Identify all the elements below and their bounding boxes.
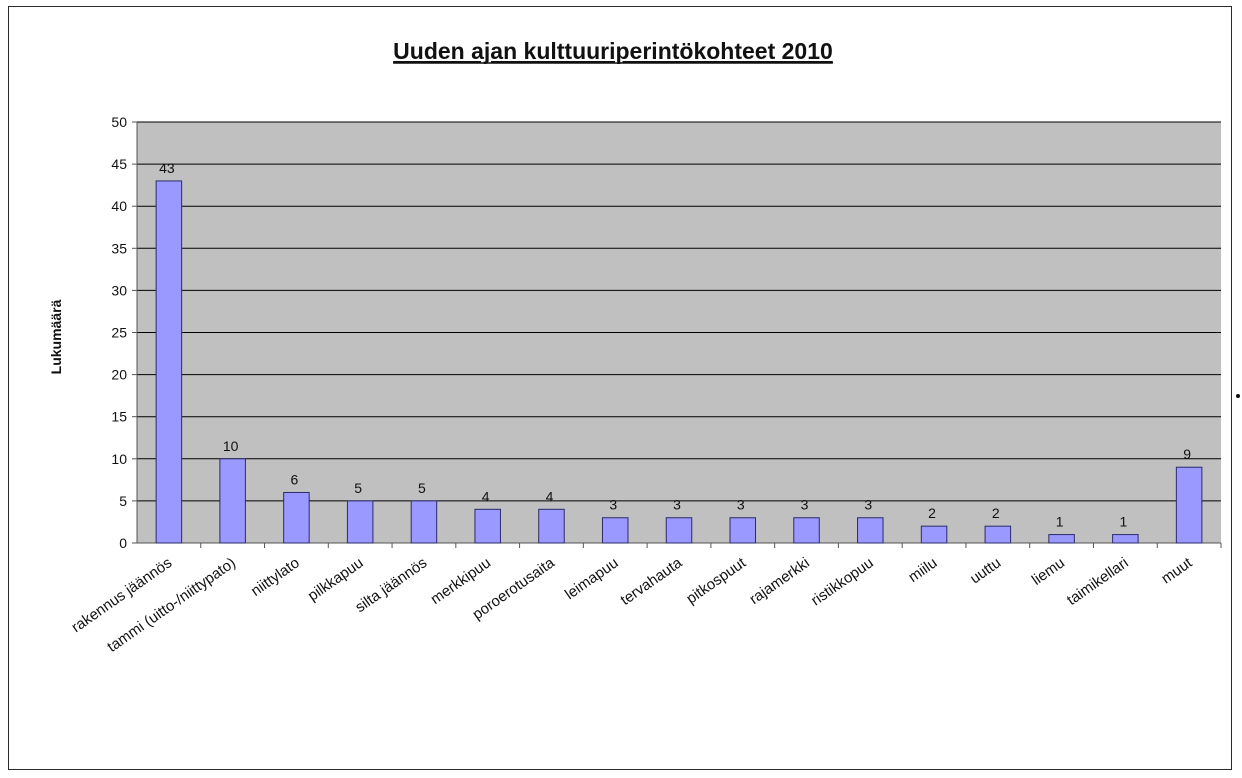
category-label: pitkospuut xyxy=(683,554,749,608)
chart-svg: Uuden ajan kulttuuriperintökohteet 2010 … xyxy=(48,38,1222,656)
bar xyxy=(1048,534,1075,544)
category-label: miilu xyxy=(905,554,940,586)
data-label: 6 xyxy=(291,471,299,487)
data-label: 3 xyxy=(737,497,745,513)
bar xyxy=(1175,466,1203,544)
bar xyxy=(601,517,629,544)
bar xyxy=(665,517,693,544)
y-tick-label: 5 xyxy=(119,493,127,509)
category-label: silta jäännös xyxy=(352,554,430,616)
y-tick-label: 45 xyxy=(111,156,127,172)
bar xyxy=(410,500,438,544)
bar xyxy=(920,525,948,544)
category-label: muut xyxy=(1158,554,1196,588)
y-tick-label: 10 xyxy=(111,451,127,467)
data-label: 4 xyxy=(546,488,554,504)
data-label: 3 xyxy=(864,497,872,513)
data-label: 43 xyxy=(159,160,175,176)
bar xyxy=(346,500,374,544)
bar xyxy=(1112,534,1139,544)
bar xyxy=(283,491,310,544)
data-label: 3 xyxy=(609,497,617,513)
y-tick-label: 0 xyxy=(119,535,127,551)
bar xyxy=(538,508,565,544)
bar xyxy=(857,517,884,544)
category-label: leimapuu xyxy=(562,554,622,603)
y-tick-label: 20 xyxy=(111,367,127,383)
data-label: 1 xyxy=(1119,514,1127,530)
data-label: 1 xyxy=(1056,514,1064,530)
category-label: pilkkapuu xyxy=(305,554,367,604)
data-label: 5 xyxy=(418,480,426,496)
data-label: 3 xyxy=(673,497,681,513)
category-label: niittylato xyxy=(248,554,303,599)
y-tick-label: 25 xyxy=(111,325,127,341)
category-label: tervahauta xyxy=(617,554,685,609)
y-tick-label: 35 xyxy=(111,240,127,256)
data-label: 3 xyxy=(801,497,809,513)
bar xyxy=(219,458,246,544)
stray-dot xyxy=(1236,394,1240,398)
data-label: 2 xyxy=(928,505,936,521)
y-tick-label: 30 xyxy=(111,282,127,298)
bar xyxy=(729,517,757,544)
y-tick-label: 50 xyxy=(111,114,127,130)
y-tick-label: 40 xyxy=(111,198,127,214)
category-label: uuttu xyxy=(967,554,1004,587)
data-label: 9 xyxy=(1183,446,1191,462)
category-label: rajamerkki xyxy=(746,554,812,608)
y-tick-label: 15 xyxy=(111,409,127,425)
chart-title: Uuden ajan kulttuuriperintökohteet 2010 xyxy=(393,38,833,64)
data-label: 5 xyxy=(354,480,362,496)
category-label: liemu xyxy=(1029,554,1068,588)
data-label: 2 xyxy=(992,505,1000,521)
bar xyxy=(793,517,820,544)
bar xyxy=(984,525,1012,544)
category-label: taimikellari xyxy=(1064,554,1132,609)
bar xyxy=(474,508,501,544)
data-label: 10 xyxy=(223,438,239,454)
category-label: ristikkopuu xyxy=(808,554,876,609)
data-label: 4 xyxy=(482,488,490,504)
y-axis-label: Lukumäärä xyxy=(48,299,64,374)
chart-frame: Uuden ajan kulttuuriperintökohteet 2010 … xyxy=(8,6,1232,770)
bar xyxy=(155,180,183,544)
